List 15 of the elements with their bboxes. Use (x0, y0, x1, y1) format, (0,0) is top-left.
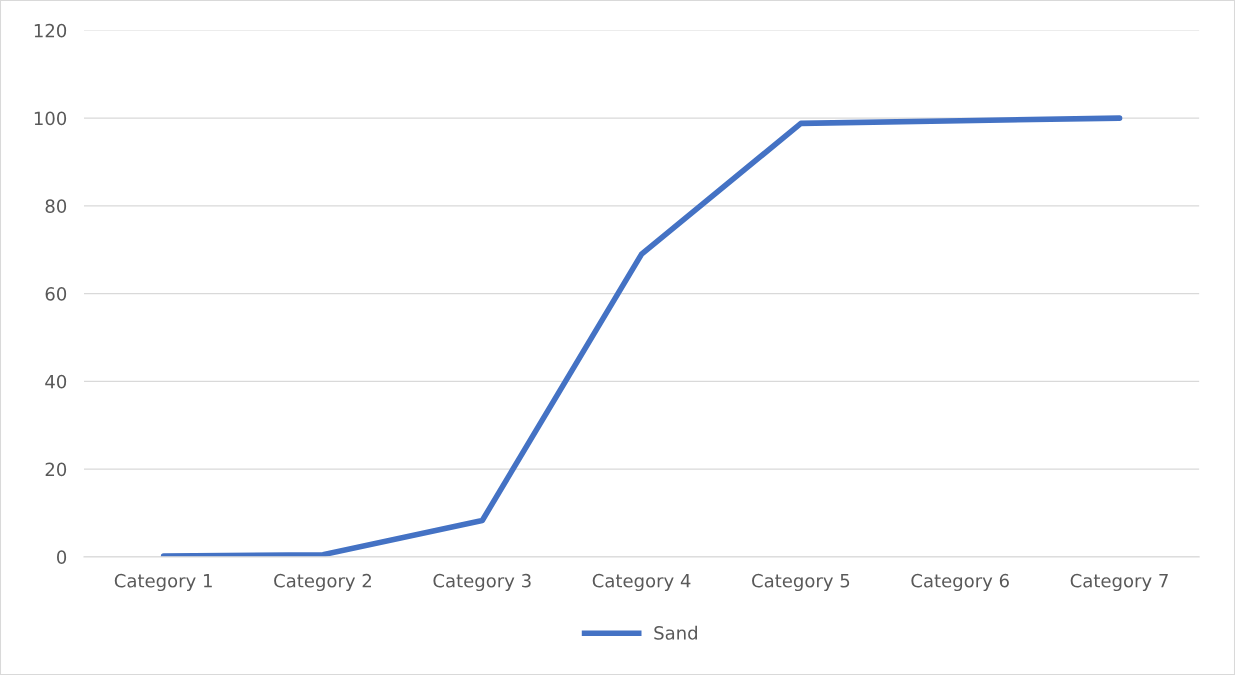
y-tick-label: 100 (34, 111, 67, 126)
y-tick-label: 40 (45, 374, 67, 389)
y-tick-label: 80 (45, 199, 67, 213)
x-tick-label: Category 5 (752, 573, 850, 592)
legend-label: Sand (654, 625, 697, 640)
x-tick-label: Category 3 (433, 573, 531, 592)
y-tick-label: 60 (45, 287, 67, 301)
y-tick-label: 20 (45, 462, 67, 477)
x-tick-label: Category 7 (1070, 573, 1168, 592)
x-tick-label: Category 6 (911, 573, 1009, 592)
x-tick-label: Category 2 (274, 573, 371, 592)
y-tick-label: 120 (34, 23, 67, 38)
x-tick-label: Category 4 (592, 573, 691, 592)
x-tick-label: Category 1 (114, 573, 212, 592)
y-tick-label: 0 (57, 550, 67, 564)
